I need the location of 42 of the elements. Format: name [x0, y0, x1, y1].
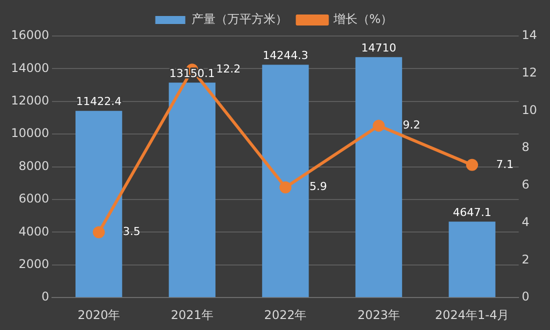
legend-label: 增长（%）	[332, 12, 393, 26]
data-label: 14710	[361, 41, 396, 54]
x-tick-label: 2021年	[170, 308, 214, 322]
y2-tick-label: 12	[522, 65, 538, 80]
point	[279, 181, 292, 194]
y2-tick-label: 8	[522, 140, 530, 154]
y2-tick-label: 0	[522, 290, 530, 304]
bar	[168, 82, 216, 298]
y-tick-label: 16000	[10, 28, 50, 42]
y2-tick-label: 6	[522, 178, 530, 192]
bar	[262, 64, 309, 298]
y2-tick-label: 2	[522, 252, 530, 266]
data-label: 5.9	[309, 180, 327, 194]
data-label: 4647.1	[452, 206, 492, 219]
bar	[76, 110, 122, 298]
data-label: 3.5	[122, 225, 140, 238]
point	[92, 226, 105, 238]
bar	[355, 57, 402, 298]
y-tick-label: 0	[42, 290, 50, 304]
x-tick-label: 2024年1-4月	[435, 308, 510, 322]
point	[372, 120, 385, 132]
data-label: 11422.4	[76, 95, 122, 108]
y-tick-label: 6000	[18, 192, 50, 206]
point	[466, 158, 478, 171]
data-label: 9.2	[402, 118, 420, 132]
y-tick-label: 2000	[18, 257, 50, 272]
y-tick-label: 14000	[10, 60, 50, 75]
x-tick-label: 2020年	[78, 308, 120, 322]
data-label: 12.2	[216, 62, 241, 76]
y2-tick-label: 4	[522, 214, 530, 229]
y-tick-label: 8000	[18, 158, 50, 173]
legend-label: 产量（万平方米）	[191, 12, 288, 26]
bar	[448, 222, 496, 298]
y-tick-label: 4000	[18, 224, 50, 238]
data-label: 7.1	[496, 158, 514, 171]
y2-tick-label: 10	[522, 102, 538, 117]
y2-tick-label: 14	[522, 28, 538, 42]
x-tick-label: 2022年	[264, 308, 307, 322]
y-tick-label: 10000	[10, 126, 50, 140]
data-label: 14244.3	[262, 49, 308, 62]
y-tick-label: 12000	[10, 94, 50, 108]
x-tick-label: 2023年	[357, 308, 400, 322]
